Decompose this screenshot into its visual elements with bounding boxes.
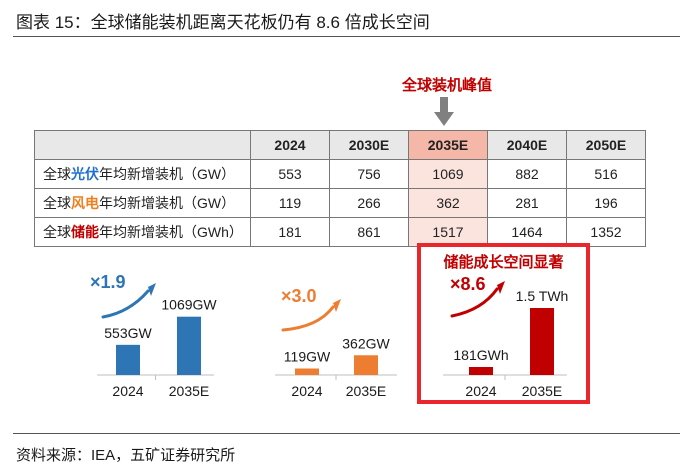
down-arrow-icon — [434, 97, 454, 126]
table-cell: 861 — [329, 217, 409, 247]
data-label: 1069GW — [161, 297, 217, 313]
data-label: 181GWh — [453, 347, 508, 363]
header-cell: 2050E — [566, 130, 646, 160]
bar — [530, 308, 554, 375]
row-label: 全球光伏年均新增装机（GW） — [34, 159, 251, 189]
peak-label: 全球装机峰值 — [401, 77, 492, 94]
table-row: 全球储能年均新增装机（GWh） 181 861 1517 1464 1352 — [34, 217, 646, 247]
table-cell: 516 — [566, 159, 646, 189]
installation-table: 2024 2030E 2035E 2040E 2050E 全球光伏年均新增装机（… — [34, 130, 646, 247]
tick-label: 2035E — [522, 383, 562, 399]
top-rule — [13, 36, 680, 37]
header-cell: 2040E — [487, 130, 567, 160]
row-label: 全球储能年均新增装机（GWh） — [34, 217, 251, 247]
tick-label: 2024 — [291, 383, 322, 399]
data-label: 1.5 TWh — [516, 288, 569, 304]
growth-arrow-icon — [281, 305, 335, 332]
table-row: 全球光伏年均新增装机（GW） 553 756 1069 882 516 — [34, 159, 646, 189]
growth-multiplier: ×3.0 — [281, 286, 317, 306]
keyword: 光伏 — [71, 166, 99, 182]
table-cell-highlight: 1517 — [408, 217, 488, 247]
tick-label: 2035E — [169, 383, 209, 399]
data-label: 553GW — [104, 325, 152, 341]
growth-arrowhead-icon — [497, 281, 505, 294]
table-cell: 1464 — [487, 217, 567, 247]
storage-highlight-box: 储能成长空间显著 — [417, 243, 590, 404]
table-cell: 281 — [487, 188, 567, 218]
keyword: 风电 — [71, 195, 99, 211]
table-header-row: 2024 2030E 2035E 2040E 2050E — [34, 130, 646, 160]
bar — [116, 344, 140, 375]
table-cell: 756 — [329, 159, 409, 189]
growth-arrow-icon — [450, 287, 499, 318]
table-cell-highlight: 1069 — [408, 159, 488, 189]
header-cell: 2030E — [329, 130, 409, 160]
source-note: 资料来源：IEA，五矿证券研究所 — [16, 447, 236, 464]
table-cell: 882 — [487, 159, 567, 189]
growth-arrowhead-icon — [148, 283, 156, 296]
box-title: 储能成长空间显著 — [443, 254, 564, 271]
data-label: 362GW — [342, 335, 390, 351]
header-cell-highlight: 2035E — [408, 130, 488, 160]
growth-arrowhead-icon — [333, 299, 341, 312]
bar — [469, 367, 493, 375]
table-cell: 553 — [250, 159, 330, 189]
table-cell: 181 — [250, 217, 330, 247]
header-cell: 2024 — [250, 130, 330, 160]
figure-title: 图表 15：全球储能装机距离天花板仍有 8.6 倍成长空间 — [16, 13, 430, 32]
tick-label: 2035E — [346, 383, 386, 399]
bar — [354, 355, 378, 375]
tick-label: 2024 — [112, 383, 143, 399]
bar — [177, 316, 201, 375]
bar — [295, 368, 319, 375]
header-cell — [34, 130, 251, 160]
table-cell: 196 — [566, 188, 646, 218]
keyword: 储能 — [71, 224, 99, 240]
table-row: 全球风电年均新增装机（GW） 119 266 362 281 196 — [34, 188, 646, 218]
growth-multiplier: ×1.9 — [90, 272, 126, 292]
growth-arrow-icon — [101, 289, 150, 319]
table-cell-highlight: 362 — [408, 188, 488, 218]
tick-label: 2024 — [465, 383, 496, 399]
growth-multiplier: ×8.6 — [450, 274, 486, 294]
table-cell: 1352 — [566, 217, 646, 247]
bottom-rule — [13, 433, 680, 434]
data-label: 119GW — [284, 349, 331, 365]
